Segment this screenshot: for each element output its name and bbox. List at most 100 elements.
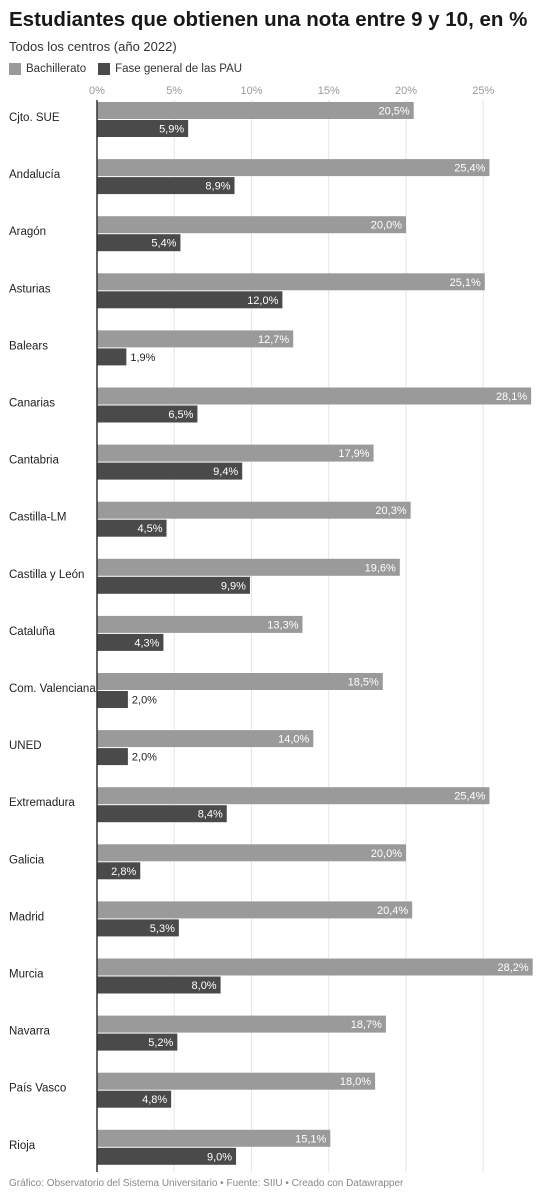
legend-label-bachillerato: Bachillerato xyxy=(26,63,87,75)
data-label: 8,4% xyxy=(198,809,223,821)
x-tick-label: 25% xyxy=(472,85,494,97)
data-label: 20,0% xyxy=(371,848,402,860)
data-label: 2,8% xyxy=(111,866,136,878)
data-label: 5,9% xyxy=(159,124,184,136)
category-label: Rioja xyxy=(9,1140,36,1152)
bar-bachillerato xyxy=(97,444,374,462)
bar-pau xyxy=(97,519,167,537)
category-label: Galicia xyxy=(9,854,45,866)
category-label: Aragón xyxy=(9,226,46,238)
data-label: 5,4% xyxy=(151,238,176,250)
bar-bachillerato xyxy=(97,1015,386,1033)
data-label: 19,6% xyxy=(365,562,396,574)
legend-item-bachillerato: Bachillerato xyxy=(9,63,86,75)
bar-pau xyxy=(97,805,227,823)
bar-pau xyxy=(97,862,141,880)
bar-pau xyxy=(97,976,221,994)
bar-bachillerato xyxy=(97,615,303,633)
data-label: 2,0% xyxy=(132,752,157,764)
bar-pau xyxy=(97,120,189,137)
data-label: 20,4% xyxy=(377,905,408,917)
bar-bachillerato xyxy=(97,387,532,405)
bar-bachillerato xyxy=(97,501,411,519)
bar-bachillerato xyxy=(97,1072,376,1090)
bar-bachillerato xyxy=(97,673,383,690)
bar-bachillerato xyxy=(97,558,400,576)
category-label: Com. Valenciana xyxy=(9,683,96,695)
category-label: Andalucía xyxy=(9,169,61,181)
category-label: Navarra xyxy=(9,1026,51,1038)
x-tick-label: 5% xyxy=(166,85,182,97)
data-label: 4,5% xyxy=(137,523,162,535)
category-label: Murcia xyxy=(9,969,44,981)
category-label: Castilla-LM xyxy=(9,512,67,524)
footer-credits: Gráfico: Observatorio del Sistema Univer… xyxy=(9,1178,404,1189)
data-label: 28,1% xyxy=(496,391,527,403)
bar-chart: 0% 5% 10% 15% 20% 25% Cjto. SUE 20,5% 5,9% Andalu… xyxy=(9,85,533,1172)
category-label: País Vasco xyxy=(9,1083,66,1095)
bar-pau xyxy=(97,576,250,594)
bar-pau xyxy=(97,1090,172,1108)
data-label: 20,5% xyxy=(379,106,410,118)
bar-bachillerato xyxy=(97,102,414,119)
data-label: 20,3% xyxy=(375,505,406,517)
category-label: Canarias xyxy=(9,398,55,410)
bar-bachillerato xyxy=(97,787,490,805)
bar-bachillerato xyxy=(97,330,294,348)
data-label: 25,1% xyxy=(450,277,481,289)
bar-bachillerato xyxy=(97,730,314,748)
bar-bachillerato xyxy=(97,958,533,976)
bar-bachillerato xyxy=(97,273,485,291)
bar-pau xyxy=(97,1033,178,1051)
bar-pau xyxy=(97,462,243,480)
data-label: 12,0% xyxy=(247,295,278,307)
legend: Bachillerato Fase general de las PAU xyxy=(9,63,254,75)
data-label: 5,3% xyxy=(150,923,175,935)
data-label: 25,4% xyxy=(454,163,485,175)
data-label: 13,3% xyxy=(267,619,298,631)
category-label: Cantabria xyxy=(9,455,59,467)
bar-pau xyxy=(97,348,127,366)
category-label: UNED xyxy=(9,740,42,752)
legend-swatch-bachillerato xyxy=(9,63,21,75)
data-label: 8,0% xyxy=(192,980,217,992)
bar-bachillerato xyxy=(97,901,413,919)
category-label: Balears xyxy=(9,340,48,352)
bar-bachillerato xyxy=(97,159,490,177)
data-label: 20,0% xyxy=(371,220,402,232)
legend-item-pau: Fase general de las PAU xyxy=(98,63,242,75)
bar-bachillerato xyxy=(97,216,406,234)
x-tick-label: 20% xyxy=(395,85,417,97)
data-label: 18,7% xyxy=(351,1019,382,1031)
x-tick-label: 10% xyxy=(240,85,262,97)
category-label: Cataluña xyxy=(9,626,56,638)
chart-subtitle: Todos los centros (año 2022) xyxy=(9,39,177,54)
data-label: 12,7% xyxy=(258,334,289,346)
data-label: 25,4% xyxy=(454,791,485,803)
data-label: 4,8% xyxy=(142,1094,167,1106)
chart-title: Estudiantes que obtienen una nota entre … xyxy=(9,8,528,31)
legend-label-pau: Fase general de las PAU xyxy=(115,63,243,75)
data-label: 18,0% xyxy=(340,1076,371,1088)
bar-pau xyxy=(97,691,128,708)
bar-bachillerato xyxy=(97,844,406,862)
bar-pau xyxy=(97,405,198,423)
data-label: 15,1% xyxy=(295,1133,326,1145)
x-tick-label: 0% xyxy=(89,85,105,97)
data-label: 4,3% xyxy=(134,637,159,649)
bar-pau xyxy=(97,919,179,937)
category-label: Asturias xyxy=(9,283,51,295)
bar-pau xyxy=(97,633,164,651)
data-label: 9,9% xyxy=(221,580,246,592)
category-label: Madrid xyxy=(9,911,44,923)
bar-pau xyxy=(97,177,235,195)
data-label: 17,9% xyxy=(338,448,369,460)
data-label: 6,5% xyxy=(168,409,193,421)
data-label: 18,5% xyxy=(348,677,379,689)
bar-pau xyxy=(97,234,181,252)
bar-pau xyxy=(97,1147,237,1165)
data-label: 14,0% xyxy=(278,734,309,746)
bar-pau xyxy=(97,748,128,766)
data-label: 5,2% xyxy=(148,1037,173,1049)
category-label: Cjto. SUE xyxy=(9,112,60,124)
